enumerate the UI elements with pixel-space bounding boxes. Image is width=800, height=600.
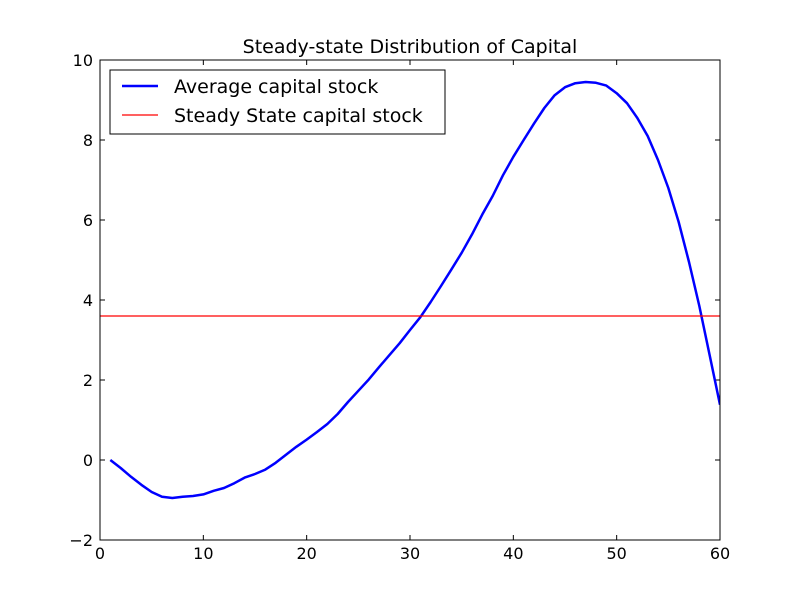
plot-frame [99,59,721,541]
y-tick-label: 8 [83,131,93,150]
x-tick-label: 50 [606,544,626,563]
legend-box [109,69,446,135]
legend-label-steady-state: Steady State capital stock [174,105,423,127]
x-tick-label: 30 [400,544,420,563]
y-tick-label: 6 [83,211,93,230]
y-tick-label: 10 [73,51,93,70]
legend-label-average: Average capital stock [174,76,378,98]
chart-title: Steady-state Distribution of Capital [243,36,578,58]
legend: Average capital stock Steady State capit… [109,69,446,135]
x-tick-label: 10 [193,544,213,563]
x-tick-label: 0 [95,544,105,563]
y-tick-label: −2 [69,531,93,550]
y-tick-label: 2 [83,371,93,390]
x-tick-label: 40 [503,544,523,563]
x-tick-label: 60 [710,544,730,563]
y-tick-label: 4 [83,291,93,310]
x-tick-label: 20 [296,544,316,563]
y-tick-label: 0 [83,451,93,470]
series-average-line [109,80,720,500]
plot-data [100,80,720,500]
